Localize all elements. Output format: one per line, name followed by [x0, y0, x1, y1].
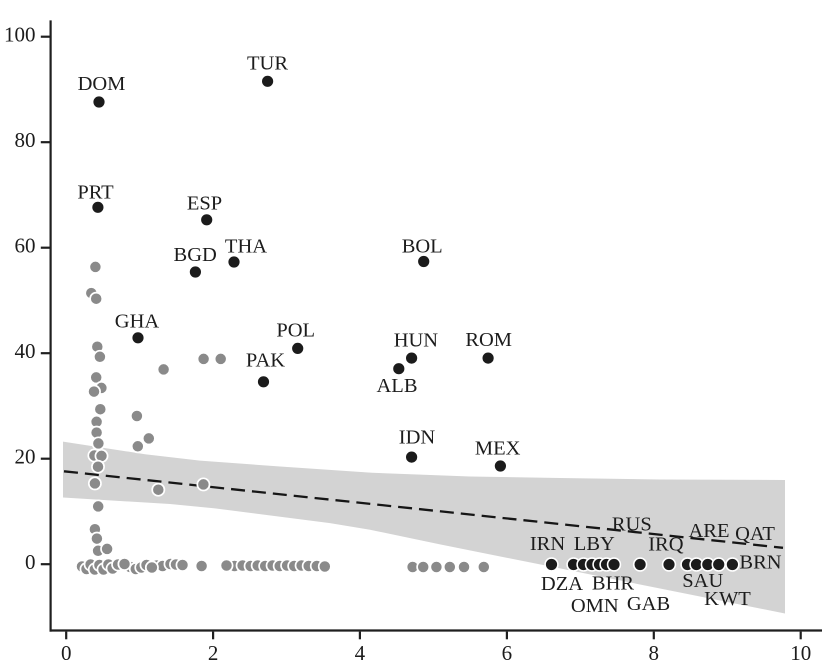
svg-text:LBY: LBY	[574, 533, 615, 555]
svg-text:IRN: IRN	[530, 533, 566, 555]
svg-text:PRT: PRT	[77, 182, 114, 204]
svg-text:BOL: BOL	[402, 235, 443, 257]
svg-text:OMN: OMN	[571, 595, 619, 617]
svg-text:DZA: DZA	[541, 573, 583, 595]
svg-text:ARE: ARE	[689, 520, 730, 542]
svg-text:20: 20	[15, 445, 36, 469]
svg-text:QAT: QAT	[735, 523, 775, 545]
svg-text:IDN: IDN	[399, 427, 436, 449]
svg-text:DOM: DOM	[78, 73, 126, 95]
svg-text:RUS: RUS	[612, 513, 652, 535]
svg-text:TUR: TUR	[247, 53, 288, 75]
svg-text:60: 60	[15, 234, 36, 258]
svg-text:HUN: HUN	[394, 329, 439, 351]
svg-text:SAU: SAU	[682, 570, 723, 592]
svg-text:KWT: KWT	[704, 588, 751, 610]
svg-text:PAK: PAK	[246, 350, 285, 372]
svg-text:10: 10	[790, 641, 811, 665]
svg-text:IRQ: IRQ	[648, 534, 684, 556]
svg-text:ESP: ESP	[187, 193, 222, 215]
svg-text:6: 6	[502, 641, 513, 665]
svg-text:2: 2	[208, 641, 219, 665]
svg-text:MEX: MEX	[475, 438, 521, 460]
svg-text:POL: POL	[276, 320, 315, 342]
svg-text:8: 8	[649, 641, 660, 665]
svg-text:GHA: GHA	[115, 311, 160, 333]
svg-text:ROM: ROM	[465, 329, 512, 351]
svg-text:BHR: BHR	[592, 573, 634, 595]
svg-text:4: 4	[355, 641, 366, 665]
svg-text:40: 40	[15, 339, 36, 363]
svg-text:ALB: ALB	[377, 375, 418, 397]
svg-text:100: 100	[4, 23, 36, 47]
svg-text:0: 0	[25, 550, 36, 574]
svg-text:BRN: BRN	[739, 552, 781, 574]
svg-text:0: 0	[61, 641, 72, 665]
svg-text:THA: THA	[225, 235, 267, 257]
svg-text:GAB: GAB	[627, 593, 670, 615]
svg-text:80: 80	[15, 128, 36, 152]
svg-text:BGD: BGD	[174, 244, 217, 266]
